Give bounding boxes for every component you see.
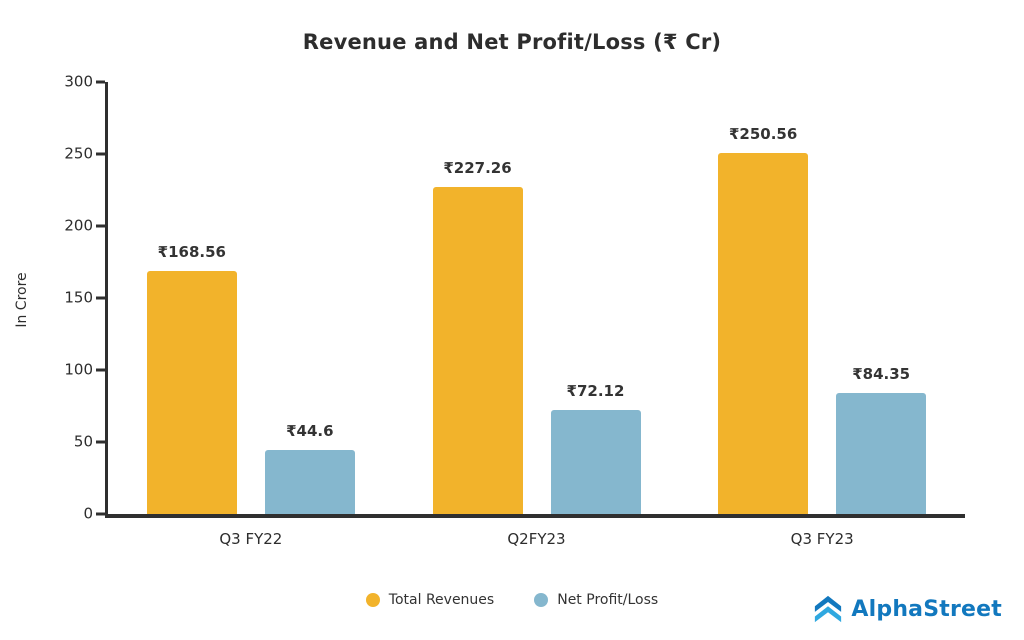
y-tick-mark xyxy=(96,296,105,300)
brand-name: AlphaStreet xyxy=(851,596,1002,622)
y-tick-mark xyxy=(96,368,105,372)
y-tick-label: 250 xyxy=(64,144,93,163)
bar-value-label: ₹168.56 xyxy=(157,243,226,262)
bar-revenue-0 xyxy=(146,271,237,514)
y-tick-mark xyxy=(96,80,105,84)
bar-value-label: ₹227.26 xyxy=(443,158,512,177)
y-tick-label: 0 xyxy=(83,504,93,523)
chart-title: Revenue and Net Profit/Loss (₹ Cr) xyxy=(302,30,722,54)
brand-logo: AlphaStreet xyxy=(813,594,1002,624)
bar-value-label: ₹84.35 xyxy=(852,364,911,383)
bar-profit-0 xyxy=(264,449,355,514)
bar-profit-2 xyxy=(836,392,927,514)
y-tick-label: 150 xyxy=(64,288,93,307)
x-axis-label: Q3 FY23 xyxy=(790,530,854,548)
bar-value-label: ₹250.56 xyxy=(728,125,798,144)
legend-label: Total Revenues xyxy=(388,592,495,608)
legend-label: Net Profit/Loss xyxy=(557,592,659,608)
y-tick-label: 200 xyxy=(64,216,93,235)
legend-item: Total Revenues xyxy=(365,592,495,608)
legend-dot-icon xyxy=(365,593,380,607)
y-tick-label: 50 xyxy=(73,432,93,451)
legend: Total Revenues Net Profit/Loss xyxy=(0,592,1024,608)
y-tick-label: 100 xyxy=(64,360,93,379)
x-axis-label: Q2FY23 xyxy=(507,530,566,548)
bar-value-label: ₹44.6 xyxy=(286,421,334,440)
y-tick-mark xyxy=(96,224,105,228)
bar-revenue-1 xyxy=(432,186,523,514)
bar-value-label: ₹72.12 xyxy=(566,382,625,401)
y-tick-mark xyxy=(96,512,105,516)
bar-profit-1 xyxy=(550,410,641,514)
legend-item: Net Profit/Loss xyxy=(534,592,658,608)
bar-revenue-2 xyxy=(718,153,809,514)
alphastreet-icon xyxy=(813,594,843,624)
x-axis-label: Q3 FY22 xyxy=(219,530,283,548)
y-tick-mark xyxy=(96,440,105,444)
legend-dot-icon xyxy=(534,593,549,607)
plot-area: 0 50 100 150 200 250 300 ₹168.56 ₹44.6 Q3 FY22 ₹22… xyxy=(64,74,965,548)
y-tick-label: 300 xyxy=(64,72,93,91)
y-tick-mark xyxy=(96,152,105,156)
